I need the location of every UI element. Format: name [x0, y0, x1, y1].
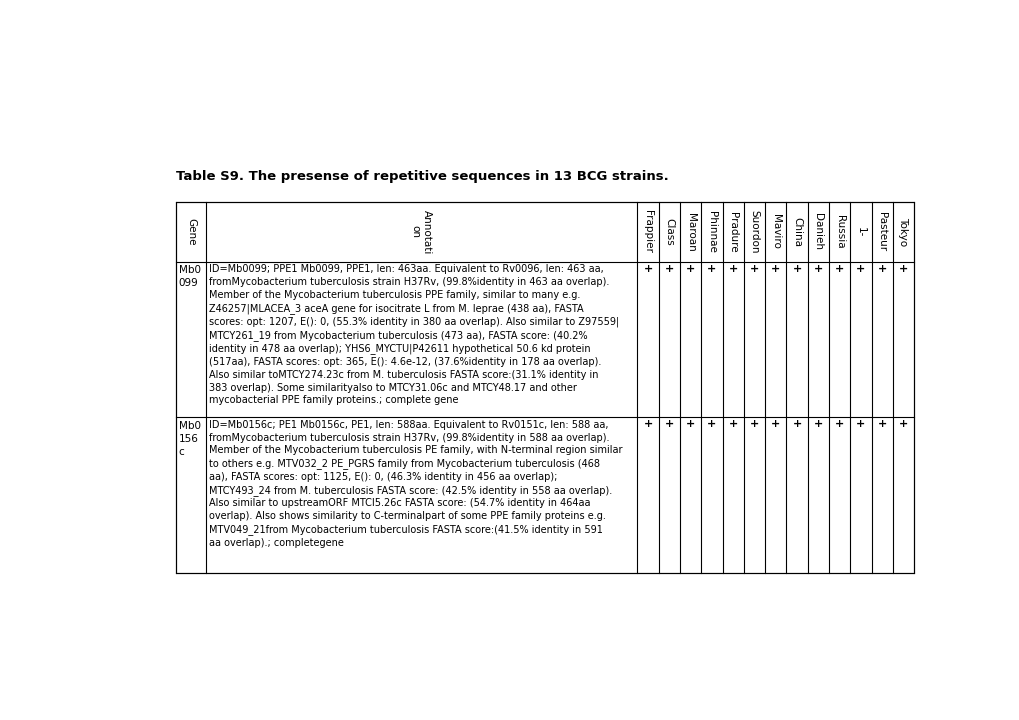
Text: +: +: [770, 264, 780, 274]
Text: +: +: [813, 264, 822, 274]
Text: Frappier: Frappier: [642, 210, 652, 253]
Text: Pasteur: Pasteur: [876, 212, 887, 251]
Text: +: +: [770, 420, 780, 429]
Text: +: +: [728, 420, 737, 429]
Text: +: +: [898, 420, 907, 429]
Text: Phinnae: Phinnae: [706, 211, 716, 253]
Text: +: +: [728, 264, 737, 274]
Text: 1-: 1-: [855, 227, 865, 237]
Text: Suordon: Suordon: [749, 210, 759, 253]
Text: +: +: [643, 264, 652, 274]
Text: +: +: [706, 420, 716, 429]
Text: +: +: [792, 420, 801, 429]
Text: Annotati
on: Annotati on: [411, 210, 432, 254]
Text: +: +: [686, 264, 695, 274]
Text: Mb0
099: Mb0 099: [178, 265, 201, 288]
Text: +: +: [835, 264, 844, 274]
Text: +: +: [706, 264, 716, 274]
Text: +: +: [749, 420, 758, 429]
Text: +: +: [856, 264, 865, 274]
Text: ID=Mb0156c; PE1 Mb0156c, PE1, len: 588aa. Equivalent to Rv0151c, len: 588 aa,
fr: ID=Mb0156c; PE1 Mb0156c, PE1, len: 588aa…: [209, 420, 622, 548]
Text: Maroan: Maroan: [685, 212, 695, 251]
Text: Russia: Russia: [834, 215, 844, 248]
Text: +: +: [664, 420, 674, 429]
Text: Maviro: Maviro: [770, 215, 780, 249]
Text: Danieh: Danieh: [812, 213, 822, 251]
Text: +: +: [686, 420, 695, 429]
Text: +: +: [792, 264, 801, 274]
Text: Gene: Gene: [185, 218, 196, 246]
Text: ID=Mb0099; PPE1 Mb0099, PPE1, len: 463aa. Equivalent to Rv0096, len: 463 aa,
fro: ID=Mb0099; PPE1 Mb0099, PPE1, len: 463aa…: [209, 264, 619, 405]
Text: +: +: [876, 264, 886, 274]
Text: +: +: [856, 420, 865, 429]
Text: Class: Class: [663, 218, 674, 246]
Text: +: +: [749, 264, 758, 274]
Text: +: +: [876, 420, 886, 429]
Text: China: China: [792, 217, 801, 247]
Text: +: +: [898, 264, 907, 274]
Bar: [176, 202, 913, 573]
Text: +: +: [643, 420, 652, 429]
Text: Table S9. The presense of repetitive sequences in 13 BCG strains.: Table S9. The presense of repetitive seq…: [176, 170, 668, 183]
Text: +: +: [835, 420, 844, 429]
Text: Mb0
156
c: Mb0 156 c: [178, 420, 201, 457]
Text: Tokyo: Tokyo: [898, 217, 908, 246]
Text: +: +: [664, 264, 674, 274]
Text: Pradure: Pradure: [728, 212, 738, 252]
Text: +: +: [813, 420, 822, 429]
